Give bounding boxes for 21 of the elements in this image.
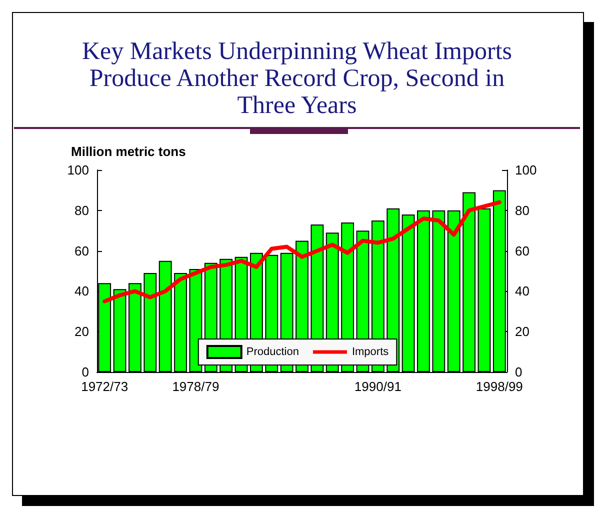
y-tick-label: 0	[82, 364, 89, 380]
y-tick-label: 100	[67, 162, 89, 178]
line-series	[102, 200, 502, 304]
y2-tick-label: 20	[515, 324, 530, 340]
legend-label: Production	[246, 346, 299, 358]
chart-title: Key Markets Underpinning Wheat Imports Produce Another Record Crop, Second in Three Years	[81, 38, 513, 119]
legend-label: Imports	[352, 346, 390, 358]
y-tick-label: 40	[74, 284, 89, 299]
y2-tick-label: 100	[515, 162, 537, 178]
y2-tick-label: 40	[515, 284, 530, 299]
y2-tick-label: 60	[515, 243, 530, 258]
y-tick-label: 60	[74, 243, 89, 258]
y2-tick-label: 80	[515, 202, 530, 218]
x-tick-label: 1978/79	[172, 379, 220, 394]
y-axis-title: Million metric tons	[71, 144, 186, 159]
x-tick-label: 1990/91	[354, 379, 402, 394]
y-tick-label: 20	[74, 324, 89, 340]
x-tick-label: 1998/99	[476, 379, 523, 394]
y-tick-label: 80	[74, 202, 89, 218]
y2-tick-label: 0	[515, 364, 522, 380]
x-tick-label: 1972/73	[81, 379, 128, 394]
